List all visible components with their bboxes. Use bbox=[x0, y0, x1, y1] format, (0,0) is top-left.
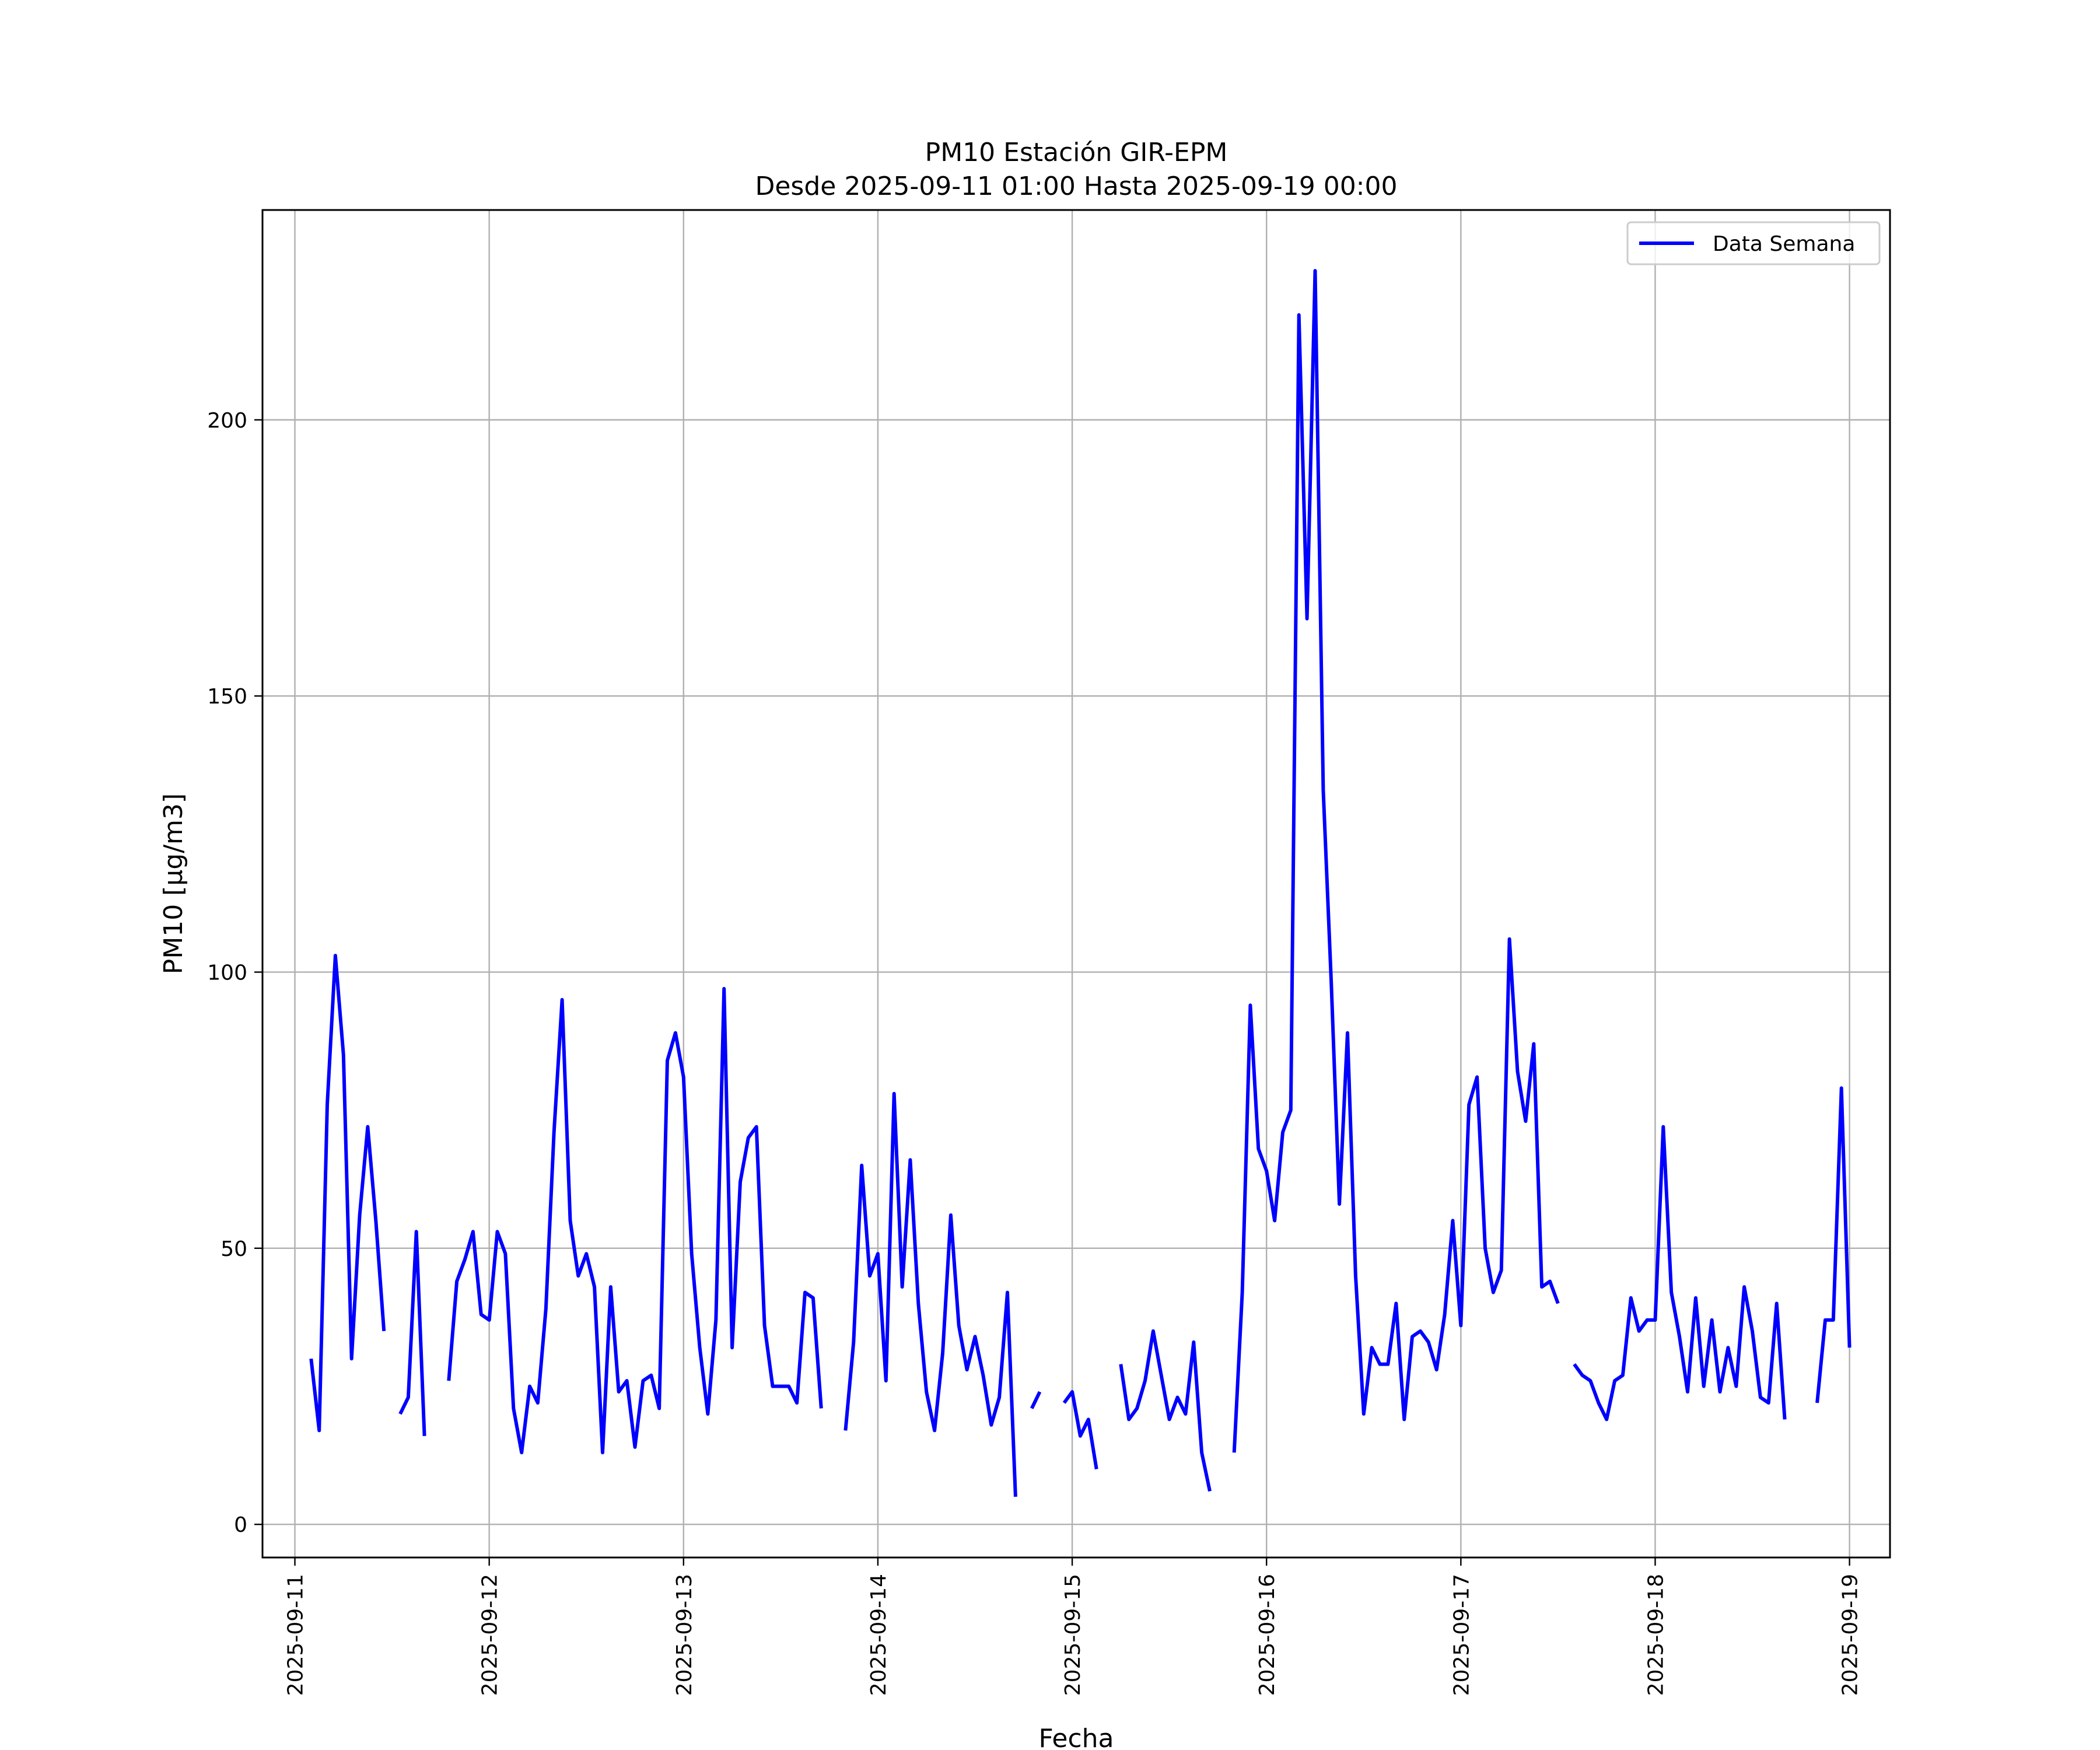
ticks: 2025-09-11 2025-09-12 2025-09-13 2025-09-14… bbox=[207, 409, 1862, 1696]
x-tick-label: 2025-09-19 bbox=[1839, 1574, 1863, 1696]
x-axis-label: Fecha bbox=[1038, 1724, 1114, 1750]
y-tick-label: 150 bbox=[207, 685, 247, 709]
chart-subtitle: Desde 2025-09-11 01:00 Hasta 2025-09-19 … bbox=[755, 172, 1397, 201]
plot-frame bbox=[261, 209, 1891, 1559]
legend-box bbox=[1626, 221, 1881, 265]
x-tick-label: 2025-09-14 bbox=[867, 1574, 891, 1696]
series-line-segment bbox=[1232, 269, 1560, 1453]
y-tick-label: 0 bbox=[234, 1513, 247, 1537]
chart-title: PM10 Estación GIR-EPM bbox=[925, 138, 1228, 167]
x-tick-label: 2025-09-17 bbox=[1450, 1574, 1474, 1696]
series-line-segment bbox=[309, 954, 386, 1433]
x-tick-label: 2025-09-13 bbox=[673, 1574, 696, 1696]
series-line-segment bbox=[1119, 1329, 1212, 1492]
series-line-segment bbox=[1573, 1125, 1787, 1422]
legend: Data Semana bbox=[1626, 221, 1881, 265]
x-tick-label: 2025-09-18 bbox=[1644, 1574, 1668, 1696]
grid bbox=[262, 210, 1890, 1558]
series-line-segment bbox=[1062, 1390, 1098, 1469]
x-tick-label: 2025-09-12 bbox=[478, 1574, 502, 1696]
x-tick-label: 2025-09-16 bbox=[1255, 1574, 1279, 1696]
legend-label: Data Semana bbox=[1713, 232, 1855, 256]
y-tick-label: 100 bbox=[207, 961, 247, 985]
series-line-segment bbox=[447, 986, 823, 1455]
x-tick-label: 2025-09-15 bbox=[1061, 1574, 1085, 1696]
series-line-segment bbox=[398, 1230, 426, 1436]
series-line-segment bbox=[844, 1091, 1017, 1497]
x-tick-label: 2025-09-11 bbox=[284, 1574, 308, 1696]
y-axis-label: PM10 [μg/m3] bbox=[159, 793, 188, 974]
series-line-segment bbox=[1815, 1086, 1852, 1404]
y-tick-label: 200 bbox=[207, 409, 247, 433]
series-line-segment bbox=[1030, 1391, 1042, 1409]
y-tick-label: 50 bbox=[220, 1237, 247, 1261]
series-data-semana bbox=[309, 269, 1852, 1497]
